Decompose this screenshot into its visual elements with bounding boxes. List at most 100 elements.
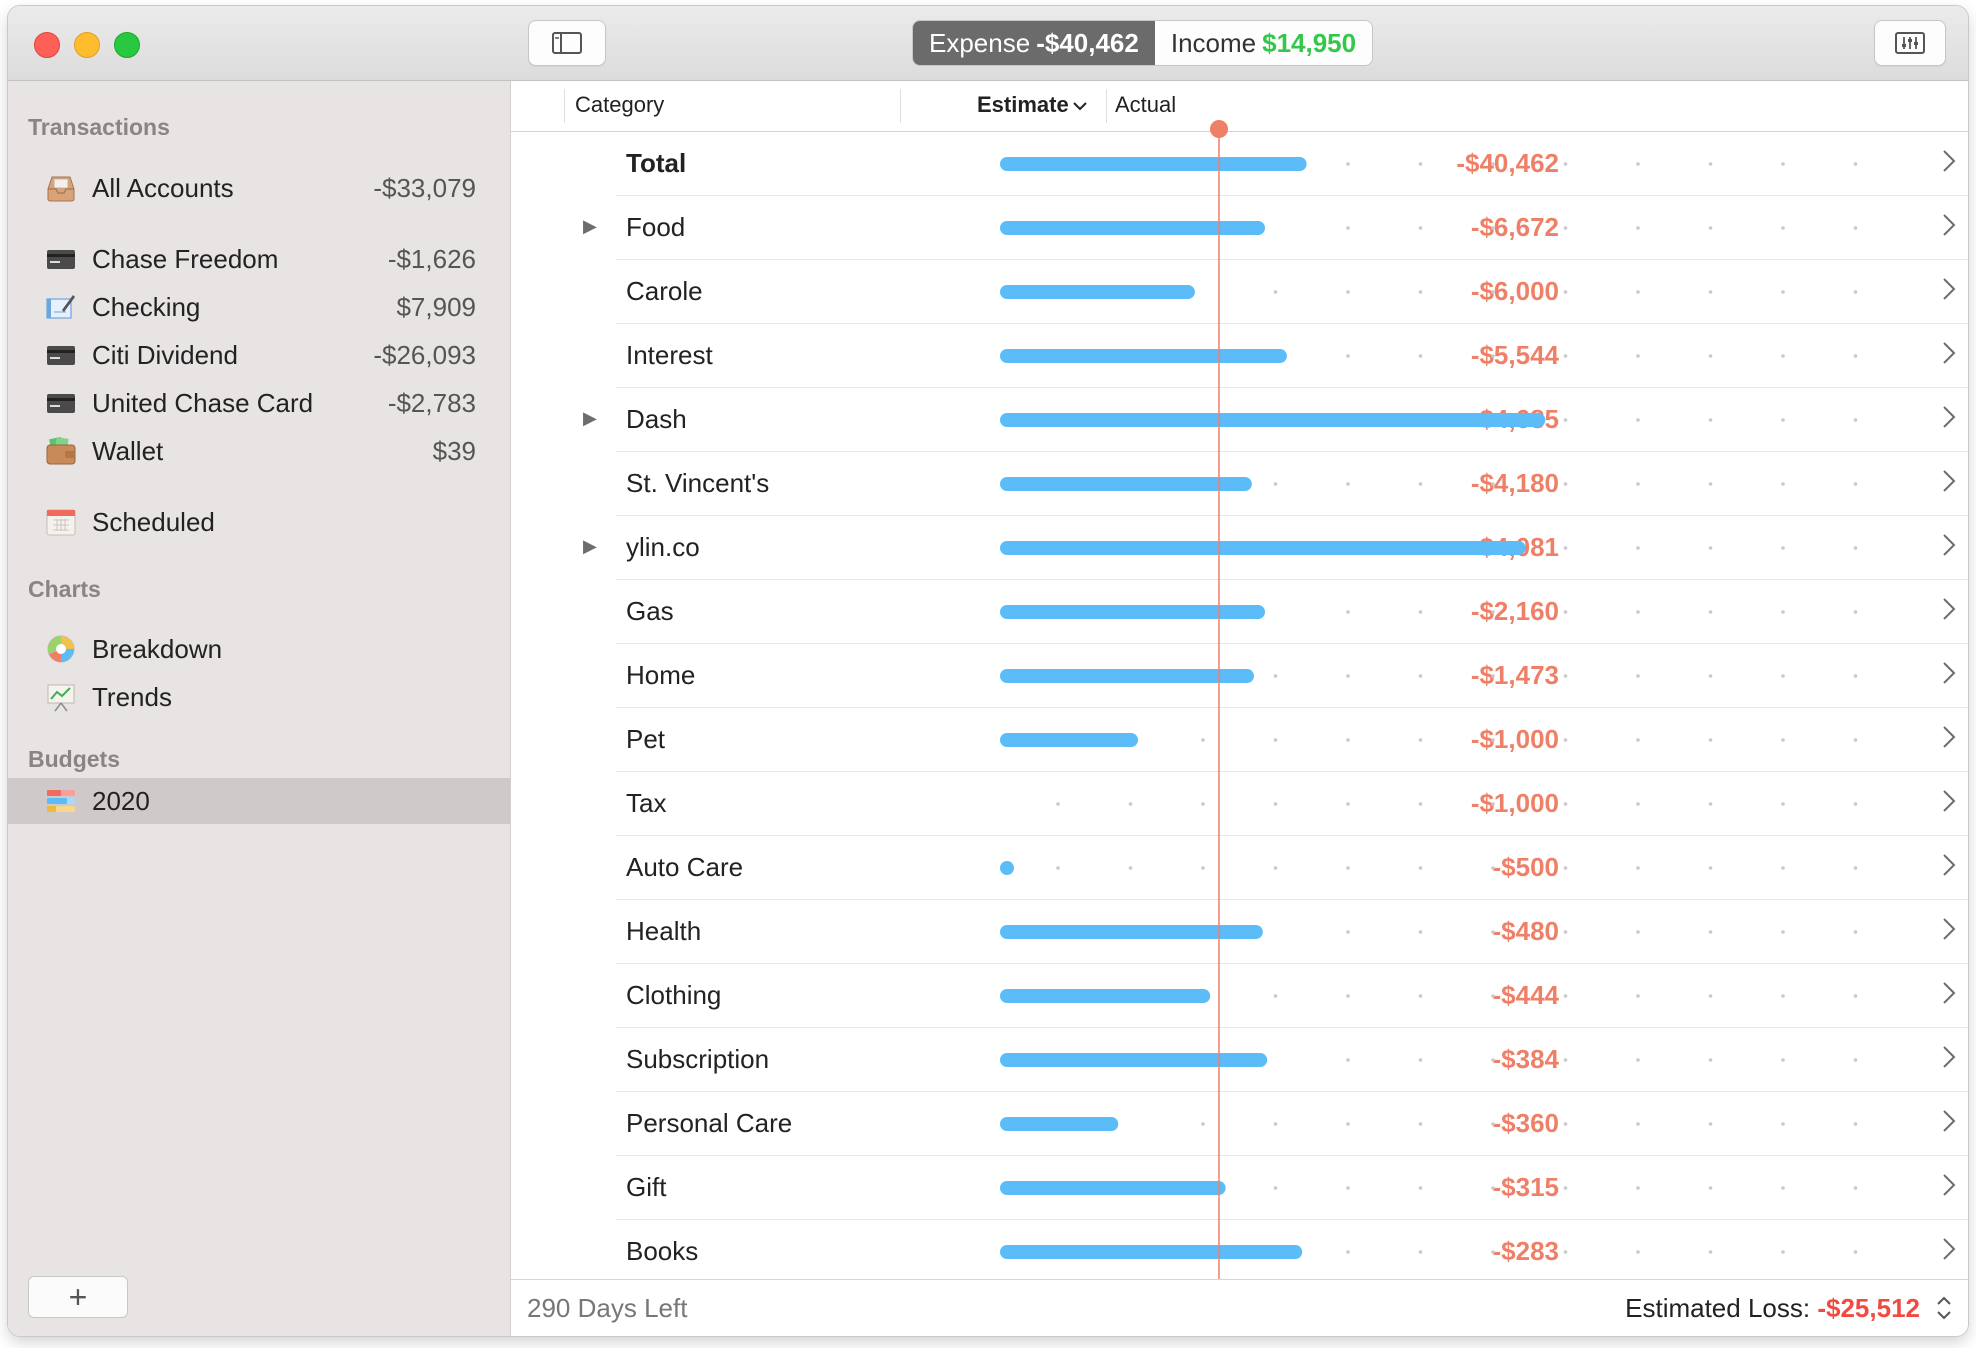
trend-chart-icon xyxy=(47,684,75,712)
chevron-right-icon[interactable] xyxy=(1941,338,1957,368)
budget-row[interactable]: Books -$283 xyxy=(511,1220,1968,1279)
sidebar-item-label: Scheduled xyxy=(92,506,215,537)
sidebar-item-wallet[interactable]: Wallet $39 xyxy=(8,428,510,474)
chevron-right-icon[interactable] xyxy=(1941,594,1957,624)
category-name: Gas xyxy=(626,596,674,626)
minimize-window-button[interactable] xyxy=(74,32,100,58)
category-name: Food xyxy=(626,212,686,242)
row-divider xyxy=(616,387,1968,388)
category-name: Pet xyxy=(626,724,666,754)
column-header-category[interactable]: Category xyxy=(575,92,665,117)
budget-row[interactable]: Total -$40,462 xyxy=(511,132,1968,196)
budget-row[interactable]: St. Vincent's -$4,180 xyxy=(511,452,1968,516)
sidebar-item-scheduled[interactable]: Scheduled xyxy=(8,499,510,545)
sidebar-item-united-chase-card[interactable]: United Chase Card -$2,783 xyxy=(8,380,510,426)
row-divider xyxy=(616,707,1968,708)
category-estimate: -$360 xyxy=(1492,1108,1560,1138)
budget-row[interactable]: ▶ ylin.co -$4,081 xyxy=(511,516,1968,580)
account-balance: -$1,626 xyxy=(387,243,476,274)
budget-bars-icon xyxy=(47,790,75,812)
view-options-button[interactable] xyxy=(1874,20,1946,66)
category-name: St. Vincent's xyxy=(626,468,770,498)
category-estimate: -$384 xyxy=(1492,1044,1560,1074)
budget-row[interactable]: ▶ Dash -$4,685 xyxy=(511,388,1968,452)
account-balance: -$26,093 xyxy=(373,339,476,370)
category-estimate: -$315 xyxy=(1492,1172,1560,1202)
disclosure-triangle-icon[interactable]: ▶ xyxy=(583,408,597,428)
budget-row[interactable]: Clothing -$444 xyxy=(511,964,1968,1028)
chevron-right-icon[interactable] xyxy=(1941,466,1957,496)
sidebar: Transactions All Accounts -$33,079 Chase… xyxy=(8,81,511,1336)
disclosure-triangle-icon[interactable]: ▶ xyxy=(583,536,597,556)
sidebar-icon xyxy=(552,32,582,54)
chevron-right-icon[interactable] xyxy=(1941,1106,1957,1136)
chevron-right-icon[interactable] xyxy=(1941,722,1957,752)
row-divider xyxy=(616,451,1968,452)
chevron-right-icon[interactable] xyxy=(1941,978,1957,1008)
budget-row[interactable]: Personal Care -$360 xyxy=(511,1092,1968,1156)
chevron-right-icon[interactable] xyxy=(1941,786,1957,816)
sidebar-item-chase-freedom[interactable]: Chase Freedom -$1,626 xyxy=(8,236,510,282)
column-divider xyxy=(564,89,565,123)
zoom-window-button[interactable] xyxy=(114,32,140,58)
category-estimate: -$6,672 xyxy=(1470,212,1559,242)
close-window-button[interactable] xyxy=(34,32,60,58)
budget-row[interactable]: Tax -$1,000 xyxy=(511,772,1968,836)
budget-row[interactable]: Health -$480 xyxy=(511,900,1968,964)
row-divider xyxy=(616,1091,1968,1092)
chevron-right-icon[interactable] xyxy=(1941,210,1957,240)
category-estimate: -$4,081 xyxy=(1470,532,1559,562)
category-estimate: -$1,473 xyxy=(1470,660,1559,690)
expense-segment[interactable]: Expense -$40,462 xyxy=(913,21,1155,65)
budget-row[interactable]: Carole -$6,000 xyxy=(511,260,1968,324)
disclosure-triangle-icon[interactable]: ▶ xyxy=(583,216,597,236)
sidebar-item-breakdown[interactable]: Breakdown xyxy=(8,626,510,672)
chevron-right-icon[interactable] xyxy=(1941,146,1957,176)
chevron-right-icon[interactable] xyxy=(1941,1170,1957,1200)
sidebar-item-label: United Chase Card xyxy=(92,387,314,418)
sidebar-item-checking[interactable]: Checking $7,909 xyxy=(8,284,510,330)
chevron-right-icon[interactable] xyxy=(1941,530,1957,560)
chevron-right-icon[interactable] xyxy=(1941,850,1957,880)
credit-card-icon xyxy=(47,346,75,365)
sidebar-heading-transactions: Transactions xyxy=(28,114,170,140)
sidebar-toggle-button[interactable] xyxy=(528,20,606,66)
column-header-bar: Category Estimate Actual xyxy=(511,81,1968,132)
chevron-right-icon[interactable] xyxy=(1941,1234,1957,1264)
category-estimate: -$4,180 xyxy=(1470,468,1559,498)
category-estimate: -$4,685 xyxy=(1470,404,1559,434)
chevron-right-icon[interactable] xyxy=(1941,1042,1957,1072)
chevron-right-icon[interactable] xyxy=(1941,402,1957,432)
row-divider xyxy=(616,1027,1968,1028)
chevron-right-icon[interactable] xyxy=(1941,658,1957,688)
category-name: ylin.co xyxy=(626,532,700,562)
budget-row[interactable]: ▶ Food -$6,672 xyxy=(511,196,1968,260)
expense-label: Expense xyxy=(929,27,1031,58)
category-name: Total xyxy=(626,148,687,178)
budget-row[interactable]: Home -$1,473 xyxy=(511,644,1968,708)
expense-total: -$40,462 xyxy=(1036,27,1139,58)
sidebar-item-trends[interactable]: Trends xyxy=(8,674,510,720)
chevron-right-icon[interactable] xyxy=(1941,274,1957,304)
column-header-estimate[interactable]: Estimate xyxy=(977,92,1088,118)
category-name: Home xyxy=(626,660,696,690)
app-window: Expense -$40,462 Income $14,950 Transact… xyxy=(8,6,1968,1336)
estimated-loss-value: -$25,512 xyxy=(1817,1293,1920,1323)
income-segment[interactable]: Income $14,950 xyxy=(1154,21,1373,65)
chevron-right-icon[interactable] xyxy=(1941,914,1957,944)
category-name: Interest xyxy=(626,340,713,370)
budget-row[interactable]: Subscription -$384 xyxy=(511,1028,1968,1092)
budget-row[interactable]: Gas -$2,160 xyxy=(511,580,1968,644)
budget-row[interactable]: Interest -$5,544 xyxy=(511,324,1968,388)
sidebar-item-all-accounts[interactable]: All Accounts -$33,079 xyxy=(8,165,510,211)
sidebar-item-budget-2020[interactable]: 2020 xyxy=(8,778,510,824)
budget-row[interactable]: Auto Care -$500 xyxy=(511,836,1968,900)
stepper-icon[interactable] xyxy=(1934,1292,1954,1324)
add-button[interactable]: + xyxy=(28,1276,128,1318)
budget-row[interactable]: Gift -$315 xyxy=(511,1156,1968,1220)
account-balance: -$33,079 xyxy=(373,172,476,203)
sidebar-item-label: Citi Dividend xyxy=(92,339,238,370)
column-header-actual[interactable]: Actual xyxy=(1115,92,1177,117)
sidebar-item-citi-dividend[interactable]: Citi Dividend -$26,093 xyxy=(8,332,510,378)
budget-row[interactable]: Pet -$1,000 xyxy=(511,708,1968,772)
